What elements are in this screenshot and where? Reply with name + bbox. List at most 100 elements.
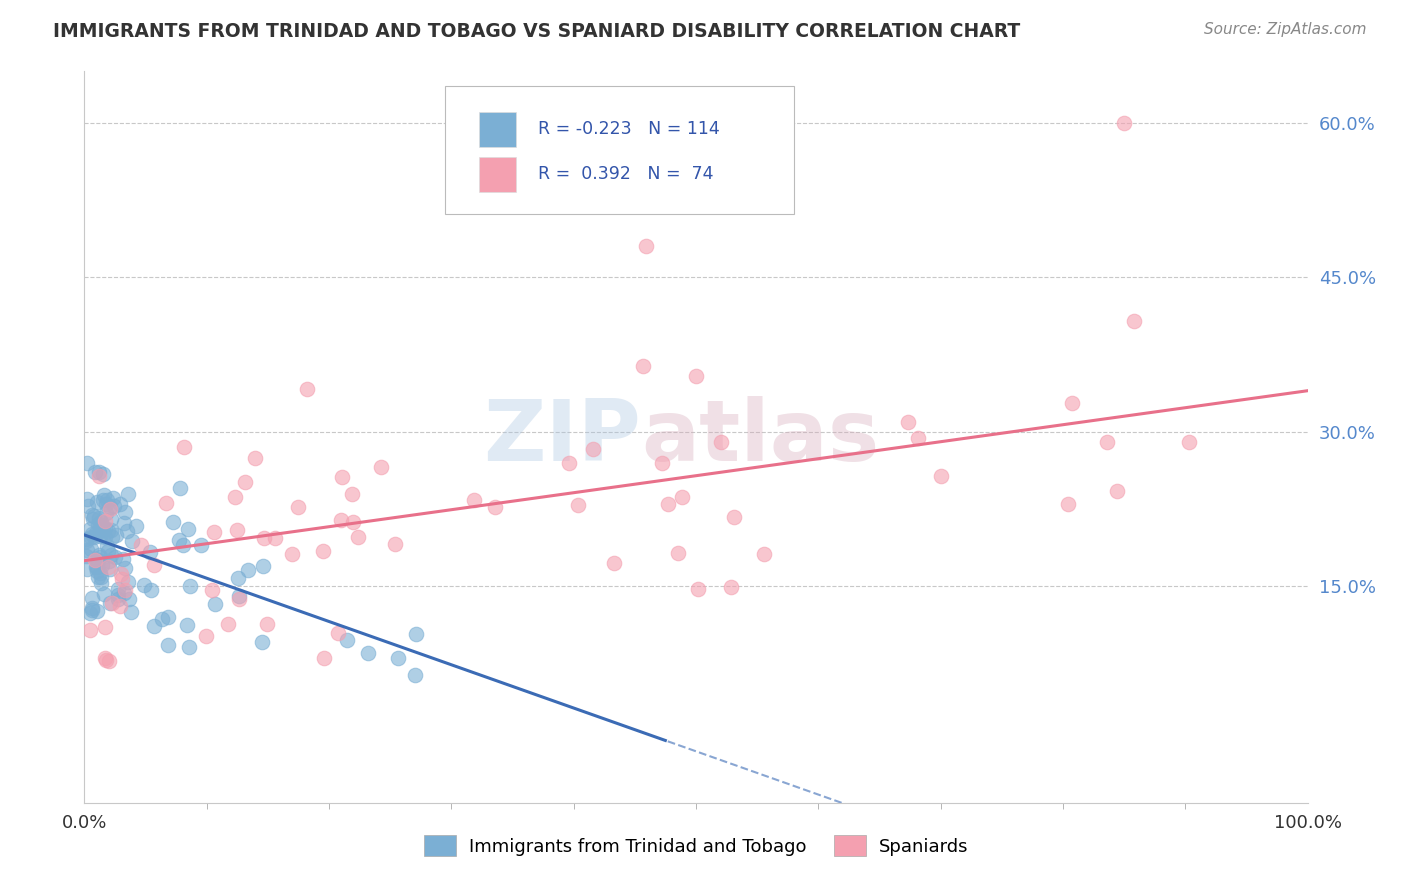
Point <box>103 491 125 505</box>
Point <box>162 515 184 529</box>
Point <box>114 505 136 519</box>
Text: IMMIGRANTS FROM TRINIDAD AND TOBAGO VS SPANIARD DISABILITY CORRELATION CHART: IMMIGRANTS FROM TRINIDAD AND TOBAGO VS S… <box>53 22 1021 41</box>
Point <box>84 465 107 479</box>
Point <box>87 553 110 567</box>
Point <box>107 592 129 607</box>
Point <box>651 456 673 470</box>
Point <box>76 562 98 576</box>
Point <box>89 566 111 580</box>
Point <box>86 559 108 574</box>
Point <box>169 481 191 495</box>
Point <box>228 590 250 604</box>
Point <box>710 434 733 449</box>
Point <box>101 596 124 610</box>
Point <box>91 467 114 482</box>
Point <box>86 494 108 508</box>
Point <box>723 509 745 524</box>
Point <box>93 530 115 544</box>
Point <box>104 528 127 542</box>
Point <box>117 575 139 590</box>
Point <box>110 497 132 511</box>
Point <box>94 620 117 634</box>
Point <box>86 604 108 618</box>
Point <box>98 500 121 514</box>
Point <box>190 538 212 552</box>
Point <box>1107 484 1129 499</box>
Point <box>754 547 776 561</box>
Point <box>243 450 266 465</box>
Point <box>82 601 104 615</box>
Point <box>90 516 112 530</box>
Point <box>225 524 247 538</box>
Point <box>636 239 658 253</box>
Point <box>405 626 427 640</box>
Text: R =  0.392   N =  74: R = 0.392 N = 74 <box>538 166 714 184</box>
Point <box>671 490 693 504</box>
Point <box>89 525 111 540</box>
Point <box>336 633 359 648</box>
Bar <box>479 157 516 192</box>
Point <box>143 618 166 632</box>
Point <box>150 612 173 626</box>
Point <box>328 625 350 640</box>
Point <box>117 487 139 501</box>
Point <box>97 560 120 574</box>
Point <box>90 575 112 590</box>
Point <box>80 591 103 605</box>
Point <box>484 500 506 514</box>
Point <box>75 533 97 548</box>
Point <box>287 500 309 515</box>
Point <box>1057 497 1080 511</box>
Point <box>176 617 198 632</box>
Point <box>340 487 363 501</box>
Point <box>557 456 579 470</box>
Point <box>172 538 194 552</box>
Point <box>685 369 707 384</box>
Point <box>688 582 710 597</box>
Point <box>84 525 107 540</box>
Point <box>98 596 121 610</box>
Point <box>195 629 218 643</box>
Point <box>179 579 201 593</box>
Point <box>280 547 302 561</box>
Point <box>94 521 117 535</box>
Text: atlas: atlas <box>641 395 879 479</box>
Point <box>112 586 135 600</box>
Point <box>80 508 103 523</box>
Point <box>108 599 131 614</box>
Point <box>96 506 118 520</box>
Point <box>82 511 104 525</box>
Point <box>112 551 135 566</box>
Point <box>143 558 166 572</box>
Point <box>370 459 392 474</box>
Point <box>117 592 139 607</box>
Point <box>1123 314 1146 328</box>
Point <box>87 465 110 479</box>
Point <box>631 359 654 373</box>
Point <box>264 531 287 545</box>
Point <box>87 511 110 525</box>
Point <box>330 513 353 527</box>
Point <box>256 616 278 631</box>
Point <box>907 431 929 445</box>
Point <box>1177 435 1199 450</box>
Point <box>76 456 98 470</box>
Point <box>167 533 190 547</box>
Point <box>86 552 108 566</box>
Point <box>250 635 273 649</box>
Point <box>110 566 132 581</box>
Point <box>96 497 118 511</box>
Point <box>79 607 101 621</box>
Point <box>929 468 952 483</box>
Point <box>89 518 111 533</box>
Point <box>121 533 143 548</box>
Point <box>86 565 108 579</box>
Point <box>157 610 180 624</box>
Point <box>204 597 226 611</box>
Point <box>93 651 115 665</box>
Point <box>312 543 335 558</box>
Point <box>297 383 319 397</box>
Point <box>91 523 114 537</box>
Point <box>114 583 136 598</box>
Point <box>98 562 121 576</box>
